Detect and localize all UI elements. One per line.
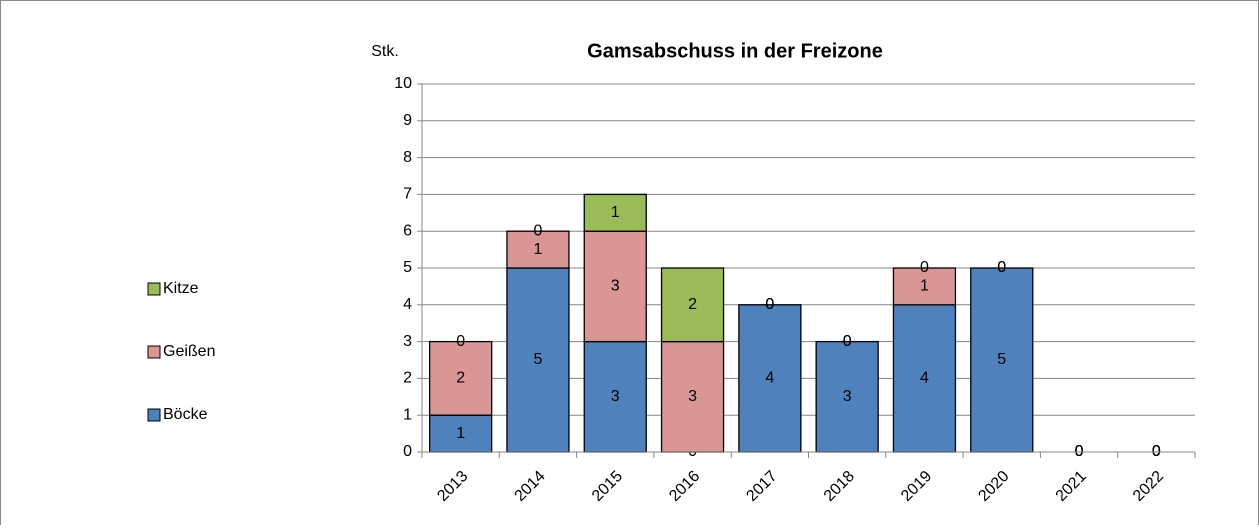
data-label: 0: [765, 296, 774, 313]
bar-segment: [892, 267, 957, 306]
chart-title: Gamsabschuss in der Freizone: [587, 40, 883, 62]
y-tick-label: 6: [403, 222, 412, 239]
bar-segment: [892, 304, 957, 453]
data-label: 1: [456, 425, 465, 442]
data-label: 3: [611, 278, 620, 295]
data-label: 3: [688, 388, 697, 405]
y-tick-label: 8: [403, 149, 412, 166]
data-label: 4: [765, 370, 774, 387]
bar-segment: [815, 340, 879, 453]
bar-segment: [738, 304, 802, 453]
data-label: 0: [843, 333, 852, 350]
bar-segment: [970, 267, 1034, 453]
y-tick-label: 0: [403, 443, 412, 460]
y-tick-label: 4: [403, 296, 412, 313]
bar-segment: [583, 230, 647, 343]
bar-segment: [428, 414, 493, 453]
y-tick-label: 5: [403, 259, 412, 276]
y-axis-label: Stk.: [371, 43, 399, 60]
bar-segment: [660, 340, 725, 453]
bar-segment: [583, 193, 647, 232]
data-label: 5: [533, 351, 542, 368]
data-label: 1: [533, 241, 542, 258]
bar-segment: [583, 340, 647, 453]
bar-segment: [506, 230, 570, 269]
data-label: 5: [997, 351, 1006, 368]
legend-label: Böcke: [163, 406, 208, 423]
y-tick-label: 1: [403, 406, 412, 423]
y-tick-label: 9: [403, 112, 412, 129]
data-label: 0: [533, 222, 542, 239]
y-tick-label: 3: [403, 333, 412, 350]
y-tick-label: 7: [403, 186, 412, 203]
data-label: 0: [456, 333, 465, 350]
legend-label: Kitze: [163, 280, 199, 297]
data-label: 3: [843, 388, 852, 405]
data-label: 0: [920, 259, 929, 276]
legend-swatch: [147, 408, 161, 422]
data-label: 0: [997, 259, 1006, 276]
legend-label: Geißen: [163, 343, 215, 360]
y-tick-label: 2: [403, 370, 412, 387]
data-label: 0: [765, 296, 774, 313]
legend-swatch: [147, 345, 161, 359]
bar-segment: [506, 267, 570, 453]
data-label: 1: [920, 278, 929, 295]
data-label: 3: [611, 388, 620, 405]
legend-swatch: [147, 282, 161, 296]
data-label: 4: [920, 370, 929, 387]
y-tick-label: 10: [394, 75, 412, 92]
data-label: 2: [456, 370, 465, 387]
bar-segment: [428, 340, 493, 416]
data-label: 0: [843, 333, 852, 350]
data-label: 1: [611, 204, 620, 221]
data-label: 0: [997, 259, 1006, 276]
data-label: 2: [688, 296, 697, 313]
bar-segment: [660, 267, 725, 343]
